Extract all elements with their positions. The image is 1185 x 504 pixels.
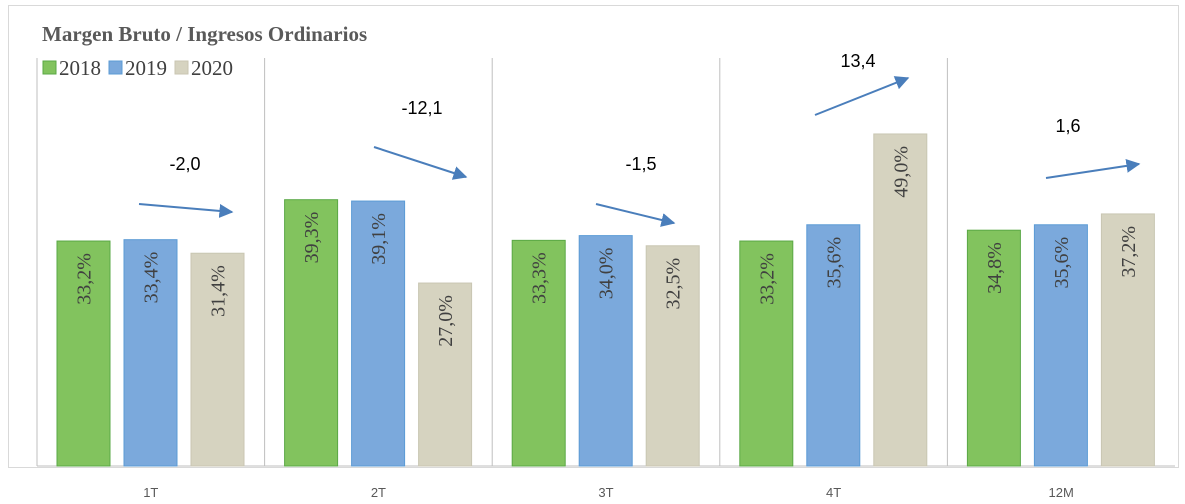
x-tick-label: 1T <box>143 485 158 500</box>
x-tick-label: 4T <box>826 485 841 500</box>
bar <box>966 229 1021 467</box>
annotation: 13,4 <box>840 51 875 71</box>
value-label: 39,1% <box>368 213 390 265</box>
legend-swatch <box>174 60 189 75</box>
value-label: 37,2% <box>1118 226 1140 278</box>
trend-arrow <box>595 203 676 227</box>
value-label: 35,6% <box>823 237 845 289</box>
value-label: 39,3% <box>301 212 323 264</box>
annotation: 1,6 <box>1055 116 1080 136</box>
bar <box>418 282 473 467</box>
bar <box>1100 213 1155 467</box>
bar <box>1033 224 1088 467</box>
bar <box>739 240 794 467</box>
value-label: 33,2% <box>756 253 778 305</box>
annotation: -2,0 <box>169 154 200 174</box>
bar <box>578 235 633 467</box>
bar <box>806 224 861 467</box>
value-label: 33,3% <box>529 252 551 304</box>
bar <box>190 252 245 467</box>
annotation: -1,5 <box>625 154 656 174</box>
legend-label: 2019 <box>125 56 167 80</box>
trend-arrow <box>138 203 234 218</box>
legend-label: 2018 <box>59 56 101 80</box>
x-tick-label: 2T <box>371 485 386 500</box>
bar <box>645 245 700 467</box>
chart-title: Margen Bruto / Ingresos Ordinarios <box>42 22 367 46</box>
annotation: -12,1 <box>401 98 442 118</box>
trend-arrow <box>373 146 468 180</box>
value-label: 31,4% <box>208 265 230 317</box>
legend-label: 2020 <box>191 56 233 80</box>
value-label: 33,2% <box>74 253 96 305</box>
bar <box>873 133 928 467</box>
legend-swatch <box>42 60 57 75</box>
value-label: 34,8% <box>984 242 1006 294</box>
legend-swatch <box>108 60 123 75</box>
value-label: 27,0% <box>435 295 457 347</box>
trend-arrow <box>1045 158 1141 179</box>
x-tick-label: 12M <box>1049 485 1074 500</box>
trend-arrow <box>814 76 910 116</box>
frame <box>8 5 1179 468</box>
bar <box>284 199 339 467</box>
value-label: 35,6% <box>1051 237 1073 289</box>
value-label: 49,0% <box>890 146 912 198</box>
value-label: 34,0% <box>596 248 618 300</box>
x-tick-label: 3T <box>598 485 613 500</box>
value-label: 32,5% <box>663 258 685 310</box>
bar <box>511 239 566 467</box>
bar <box>123 239 178 467</box>
bar <box>351 200 406 467</box>
value-label: 33,4% <box>141 252 163 304</box>
bar <box>56 240 111 467</box>
